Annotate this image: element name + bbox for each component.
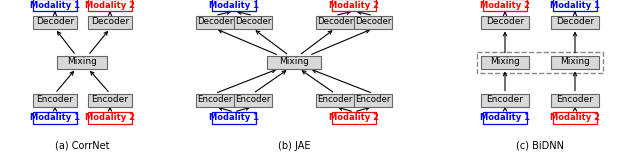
Text: (a) CorrNet: (a) CorrNet <box>55 141 109 151</box>
Bar <box>354 93 392 107</box>
Text: Encoder: Encoder <box>557 95 593 105</box>
Bar <box>33 93 77 107</box>
Text: Encoder: Encoder <box>355 95 390 105</box>
Bar <box>354 16 392 29</box>
Bar <box>88 93 132 107</box>
Text: Mixing: Mixing <box>279 57 309 67</box>
Bar <box>551 55 599 69</box>
Bar <box>234 16 272 29</box>
Text: Decoder: Decoder <box>91 17 129 26</box>
Text: Modality 1: Modality 1 <box>30 114 80 123</box>
Bar <box>332 0 376 11</box>
Bar <box>88 0 132 11</box>
Bar <box>196 93 234 107</box>
Text: Decoder: Decoder <box>556 17 594 26</box>
Text: Decoder: Decoder <box>235 17 271 26</box>
Bar <box>553 0 597 11</box>
Text: Modality 2: Modality 2 <box>329 114 379 123</box>
Text: Decoder: Decoder <box>36 17 74 26</box>
Text: Modality 2: Modality 2 <box>85 114 135 123</box>
Text: Mixing: Mixing <box>67 57 97 67</box>
Text: Modality 1: Modality 1 <box>209 0 259 9</box>
Bar <box>267 55 321 69</box>
Text: Modality 2: Modality 2 <box>329 0 379 9</box>
Bar <box>33 16 77 29</box>
Bar <box>483 112 527 124</box>
Text: Modality 2: Modality 2 <box>550 114 600 123</box>
Bar <box>477 52 603 73</box>
Bar <box>316 16 354 29</box>
Bar <box>481 93 529 107</box>
Text: Modality 2: Modality 2 <box>480 0 530 9</box>
Text: Modality 1: Modality 1 <box>30 0 80 9</box>
Bar <box>88 16 132 29</box>
Text: Encoder: Encoder <box>236 95 271 105</box>
Text: Decoder: Decoder <box>486 17 524 26</box>
Text: Modality 1: Modality 1 <box>550 0 600 9</box>
Bar <box>551 93 599 107</box>
Text: (b) JAE: (b) JAE <box>278 141 310 151</box>
Text: Decoder: Decoder <box>197 17 233 26</box>
Text: Encoder: Encoder <box>36 95 74 105</box>
Bar <box>196 16 234 29</box>
Bar <box>234 93 272 107</box>
Bar <box>212 0 256 11</box>
Bar <box>212 112 256 124</box>
Text: Decoder: Decoder <box>355 17 391 26</box>
Text: Encoder: Encoder <box>486 95 524 105</box>
Text: Encoder: Encoder <box>197 95 233 105</box>
Bar <box>553 112 597 124</box>
Bar <box>483 0 527 11</box>
Bar <box>332 112 376 124</box>
Text: Modality 2: Modality 2 <box>85 0 135 9</box>
Text: Mixing: Mixing <box>560 57 590 67</box>
Bar <box>551 16 599 29</box>
Bar <box>88 112 132 124</box>
Bar <box>33 112 77 124</box>
Bar <box>33 0 77 11</box>
Bar <box>481 16 529 29</box>
Text: Encoder: Encoder <box>92 95 129 105</box>
Bar <box>57 55 107 69</box>
Text: Modality 1: Modality 1 <box>480 114 530 123</box>
Bar <box>316 93 354 107</box>
Text: Modality 1: Modality 1 <box>209 114 259 123</box>
Text: (c) BiDNN: (c) BiDNN <box>516 141 564 151</box>
Bar <box>481 55 529 69</box>
Text: Encoder: Encoder <box>317 95 353 105</box>
Text: Decoder: Decoder <box>317 17 353 26</box>
Text: Mixing: Mixing <box>490 57 520 67</box>
